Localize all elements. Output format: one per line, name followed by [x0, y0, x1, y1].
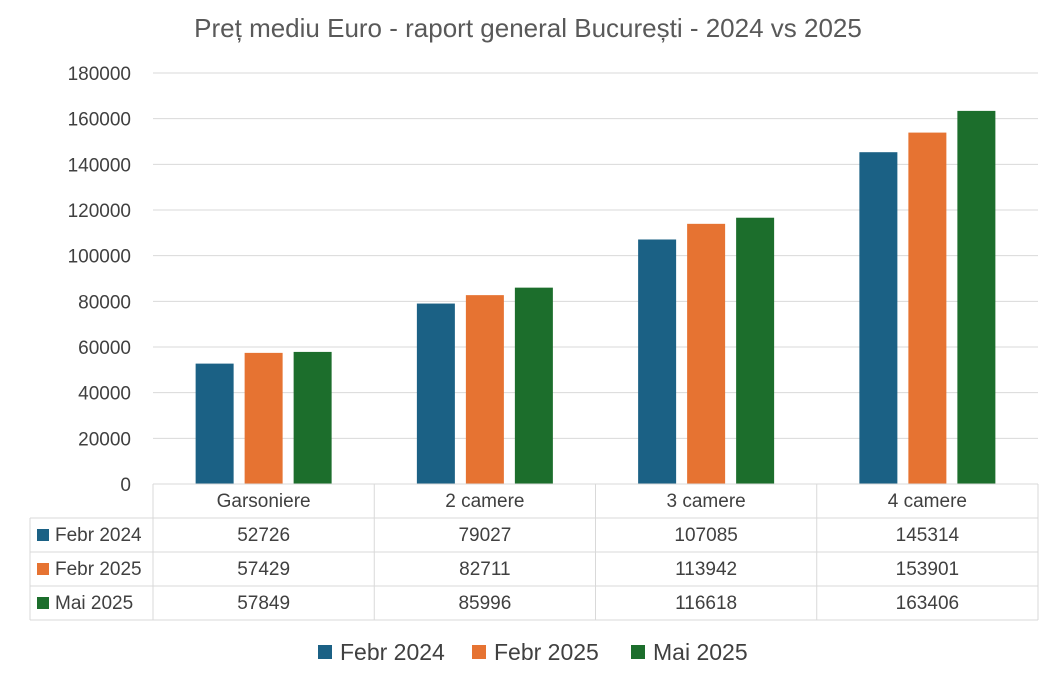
chart-title: Preț mediu Euro - raport general Bucureș…: [194, 13, 862, 43]
bar: [195, 363, 234, 484]
table-cell-value: 79027: [458, 525, 511, 546]
y-tick-label: 180000: [68, 64, 131, 85]
table-cell-value: 52726: [237, 525, 290, 546]
y-tick-label: 140000: [68, 155, 131, 176]
bar: [293, 351, 332, 484]
data-table: Garsoniere 2 camere 3 camere 4 camere Febr 2…: [29, 483, 1039, 621]
y-tick-label: 160000: [68, 110, 131, 131]
table-cell-value: 153901: [896, 559, 959, 580]
y-tick-label: 120000: [68, 201, 131, 222]
y-tick-label: 0: [120, 475, 131, 496]
y-tick-label: 20000: [78, 429, 131, 450]
category-label: 4 camere: [888, 491, 967, 512]
table-cell-value: 82711: [459, 559, 510, 580]
legend-label: Febr 2025: [494, 639, 599, 665]
y-tick-label: 40000: [78, 384, 131, 405]
bar: [638, 239, 677, 484]
table-cell-value: 107085: [674, 525, 737, 546]
category-label: Garsoniere: [217, 491, 311, 512]
legend-label: Febr 2024: [340, 639, 445, 665]
legend-swatch: [318, 645, 332, 659]
series-row-label: Febr 2024: [55, 525, 142, 546]
bar: [514, 287, 553, 484]
category-label: 2 camere: [445, 491, 524, 512]
table-cell-value: 145314: [896, 525, 960, 546]
y-tick-label: 80000: [78, 292, 131, 313]
series-row-label: Febr 2025: [55, 559, 142, 580]
table-cell-value: 116618: [675, 593, 737, 614]
table-cell-value: 57849: [237, 593, 290, 614]
bars: [195, 110, 996, 484]
legend-swatch: [472, 645, 486, 659]
bar: [859, 152, 898, 484]
table-cell-value: 163406: [896, 593, 959, 614]
bar: [465, 295, 504, 484]
y-tick-label: 60000: [78, 338, 131, 359]
bar: [416, 303, 455, 484]
series-key-swatch: [37, 529, 49, 541]
legend-swatch: [631, 645, 645, 659]
bar: [736, 217, 775, 484]
series-key-swatch: [37, 563, 49, 575]
gridlines: [153, 72, 1038, 485]
table-cell-value: 85996: [458, 593, 511, 614]
y-axis: 0 20000 40000 60000 80000 100000 120000 140000 1…: [68, 64, 131, 496]
table-cell-value: 113942: [675, 559, 737, 580]
table-cell-value: 57429: [237, 559, 290, 580]
y-tick-label: 100000: [68, 247, 131, 268]
bar: [908, 132, 947, 484]
bar: [687, 223, 726, 484]
series-row-label: Mai 2025: [55, 593, 133, 614]
bar: [244, 352, 283, 484]
series-key-swatch: [37, 597, 49, 609]
category-label: 3 camere: [667, 491, 746, 512]
legend: Febr 2024 Febr 2025 Mai 2025: [318, 639, 748, 665]
legend-label: Mai 2025: [653, 639, 748, 665]
bar: [957, 110, 996, 484]
